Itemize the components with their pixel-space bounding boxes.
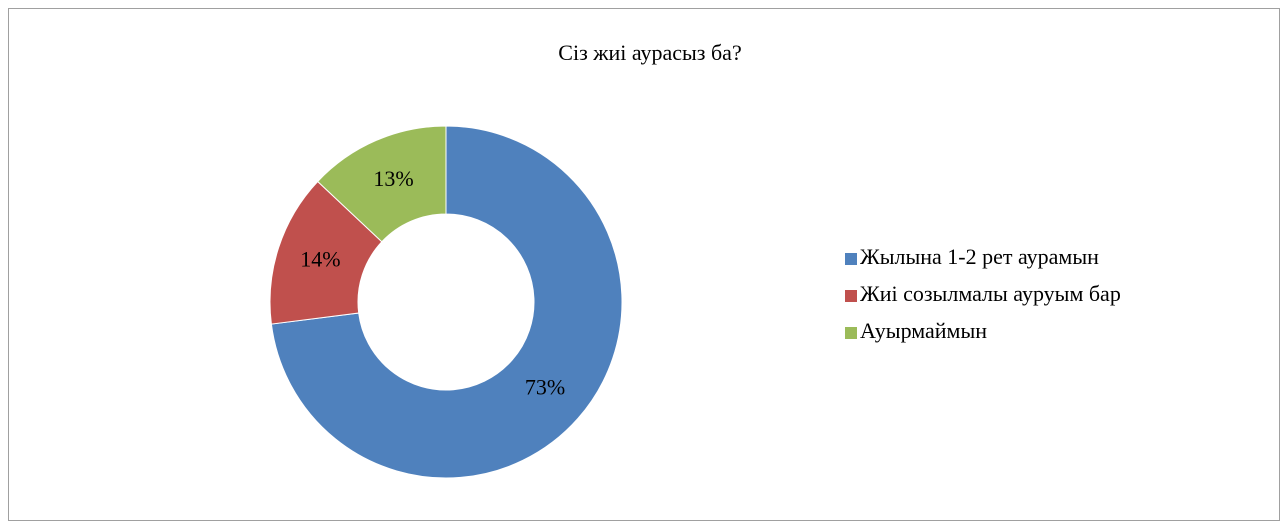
legend-label: Жиі созылмалы ауруым бар [860,281,1121,306]
data-label: 73% [525,374,565,399]
legend-label: Ауырмаймын [860,318,987,343]
donut-slice [269,180,383,325]
donut-slice [316,125,447,243]
chart-title: Сіз жиі аурасыз ба? [558,40,741,65]
data-label: 14% [300,246,340,271]
legend-swatch [845,290,857,302]
legend-swatch [845,253,857,265]
data-label: 13% [373,166,413,191]
donut-slice [270,125,623,479]
legend-label: Жылына 1-2 рет аурамын [860,244,1099,269]
legend-swatch [845,327,857,339]
chart-frame [8,8,1280,521]
